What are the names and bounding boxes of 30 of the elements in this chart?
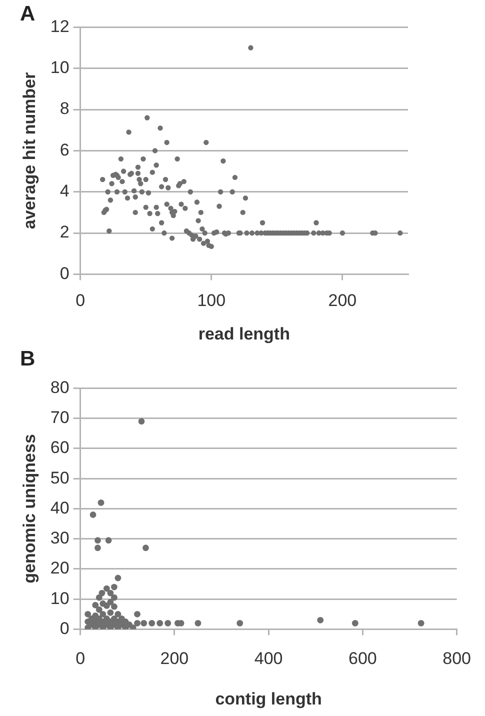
x-axis-title: read length xyxy=(198,324,290,344)
y-tick-label: 70 xyxy=(50,408,70,428)
chart-title: B xyxy=(20,347,36,370)
y-axis-title: average hit number xyxy=(20,72,39,230)
y-tick-label: 0 xyxy=(60,618,70,638)
x-tick-label: 800 xyxy=(442,649,472,668)
chart-title: A xyxy=(20,2,36,26)
y-tick-label: 12 xyxy=(50,16,70,36)
x-tick-label: 600 xyxy=(348,649,377,668)
x-axis-title: contig length xyxy=(215,689,322,708)
y-tick-label: 60 xyxy=(50,438,70,458)
y-tick-label: 80 xyxy=(50,378,70,397)
y-tick-label: 30 xyxy=(50,528,70,548)
y-tick-label: 2 xyxy=(60,222,70,242)
x-tick-label: 0 xyxy=(76,291,86,310)
y-tick-label: 40 xyxy=(50,498,70,518)
y-tick-label: 10 xyxy=(50,588,70,608)
y-tick-label: 0 xyxy=(60,264,70,283)
x-tick-label: 0 xyxy=(76,649,86,668)
y-tick-label: 8 xyxy=(60,99,70,118)
x-tick-label: 200 xyxy=(328,291,357,310)
x-tick-label: 100 xyxy=(197,291,226,310)
x-tick-label: 200 xyxy=(160,649,189,668)
y-tick-label: 4 xyxy=(60,182,70,201)
y-tick-label: 6 xyxy=(60,140,70,160)
y-tick-label: 10 xyxy=(50,58,70,78)
x-tick-label: 400 xyxy=(254,649,283,668)
y-tick-label: 50 xyxy=(50,468,70,488)
y-axis-title: genomic uniqness xyxy=(20,434,39,584)
y-tick-label: 20 xyxy=(50,558,70,578)
